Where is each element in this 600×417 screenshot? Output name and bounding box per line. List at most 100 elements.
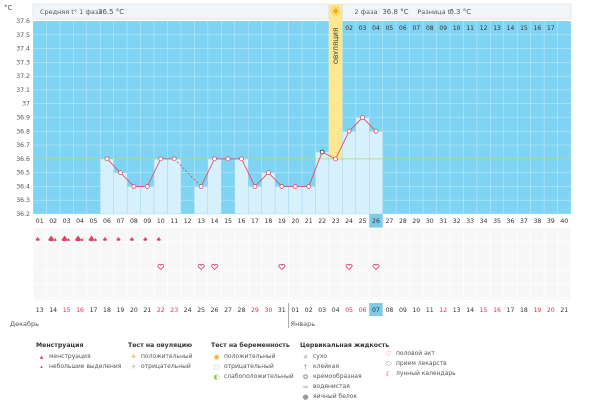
menstruation-drop-icon (67, 238, 71, 241)
date-label: 11 (426, 307, 434, 314)
temperature-point (346, 128, 352, 134)
cycle-day-label: 03 (63, 218, 71, 225)
temperature-point (171, 156, 177, 162)
date-label: 03 (318, 307, 326, 314)
cycle-day-label: 25 (359, 218, 367, 225)
menstruation-drop-icon (74, 235, 82, 242)
date-label: 24 (184, 307, 192, 314)
cycle-day-label: 36 (507, 218, 515, 225)
cycle-day-label: 14 (211, 218, 219, 225)
temperature-bar (234, 158, 249, 215)
menstruation-drop-icon (143, 236, 148, 241)
temp-diff-label: Разница t° (417, 8, 453, 16)
heart-icon (372, 263, 380, 271)
cycle-day-label: 06 (103, 218, 111, 225)
date-label: 02 (305, 307, 313, 314)
y-tick-label: 36.7 (16, 142, 30, 149)
date-label: 30 (264, 307, 272, 314)
temperature-bar (369, 131, 383, 215)
phase2-top-day: 05 (386, 25, 394, 32)
temperature-point (198, 184, 204, 189)
temperature-point (212, 156, 217, 162)
phase2-top-day: 13 (493, 25, 501, 32)
menstruation-drop-icon (129, 236, 135, 241)
legend-creamy-label: кремообразная (313, 373, 362, 380)
phase2-top-day: 03 (359, 25, 367, 32)
cycle-day-label: 02 (49, 218, 57, 225)
legend-menstruation-label: менструация (49, 353, 91, 360)
temperature-line-segment (120, 172, 135, 187)
phase2-top-day: 10 (453, 25, 461, 32)
cycle-day-label: 13 (197, 218, 205, 225)
legend-spotting-label: небольшие выделения (49, 363, 122, 370)
sticky-icon: † (303, 363, 308, 371)
date-label: 14 (49, 307, 57, 314)
temperature-point (333, 156, 339, 162)
sun-icon: ☀ (130, 353, 137, 361)
cycle-day-label: 16 (238, 218, 246, 225)
menstruation-drop-icon (47, 235, 55, 242)
date-label: 04 (332, 307, 340, 314)
cycle-day-label: 30 (426, 218, 434, 225)
cycle-day-label: 29 (412, 218, 420, 225)
phase2-top-day: 08 (426, 25, 434, 32)
temperature-point (239, 156, 244, 162)
date-label: 16 (493, 307, 501, 314)
cycle-day-label: 33 (466, 218, 474, 225)
temperature-line-segment (362, 117, 377, 132)
y-tick-label: 37.2 (16, 73, 30, 80)
temperature-bar (261, 172, 276, 215)
date-label: 18 (520, 307, 528, 314)
temperature-point (131, 184, 137, 189)
temperature-bar (328, 158, 343, 215)
temperature-point (292, 184, 298, 189)
temperature-line-segment (106, 158, 121, 173)
y-tick-label: 36.6 (16, 156, 30, 163)
phase2-top-day: 15 (520, 25, 528, 32)
temperature-line-segment (348, 117, 363, 132)
date-label: 06 (359, 307, 367, 314)
cycle-day-label: 05 (90, 218, 98, 225)
legend-pill-label: прием лекарств (396, 360, 447, 367)
pregnancy-positive-icon: ◉ (213, 353, 220, 361)
date-label: 14 (466, 307, 474, 314)
cycle-day-label: 40 (560, 218, 568, 225)
legend-pregnancy-test: Тест на беременность ◉ положительный ○ отр… (211, 341, 294, 382)
sun-grey-icon: ☀ (130, 363, 137, 371)
date-label: 09 (399, 307, 407, 314)
date-label: 27 (224, 307, 232, 314)
temperature-point (104, 156, 110, 162)
date-label: 21 (560, 307, 568, 314)
temperature-bar (153, 158, 168, 215)
pregnancy-weak-icon: ◐ (213, 373, 220, 381)
cycle-day-label: 38 (533, 218, 541, 225)
legend-pregnancy-weak-label: слабоположительный (224, 373, 294, 380)
ovulation-label: ОВУЛЯЦИЯ (333, 28, 340, 64)
legend-pregnancy-test-title: Тест на беременность (211, 342, 290, 349)
temperature-point (144, 184, 150, 189)
legend-heart-label: половой акт (396, 350, 435, 357)
temperature-line-segment (200, 158, 215, 187)
menstruation-drop-icon (80, 238, 84, 241)
temperature-line-segment (173, 158, 202, 187)
phase2-top-day: 06 (399, 25, 407, 32)
cycle-day-label: 07 (116, 218, 124, 225)
legend-sticky-label: клейкая (313, 363, 339, 370)
y-axis-unit: °C (4, 4, 13, 12)
y-tick-label: 36.5 (16, 170, 30, 177)
y-tick-label: 36.2 (16, 211, 30, 218)
legend-cervical-fluid-title: Цервикальная жидкость (300, 342, 390, 349)
temperature-point (319, 149, 325, 155)
menstruation-drop-icon (94, 238, 98, 241)
date-label: 18 (103, 307, 111, 314)
cycle-day-label: 18 (264, 218, 272, 225)
date-label: 07 (372, 307, 380, 314)
cycle-day-label: 10 (157, 218, 165, 225)
cycle-day-label: 19 (278, 218, 286, 225)
heart-icon (157, 263, 165, 271)
date-label: 17 (90, 307, 98, 314)
y-tick-label: 36.8 (16, 128, 30, 135)
legend-cervical-fluid: Цервикальная жидкость × сухо † клейкая ✿ кр… (300, 341, 389, 402)
creamy-icon: ✿ (302, 373, 309, 381)
